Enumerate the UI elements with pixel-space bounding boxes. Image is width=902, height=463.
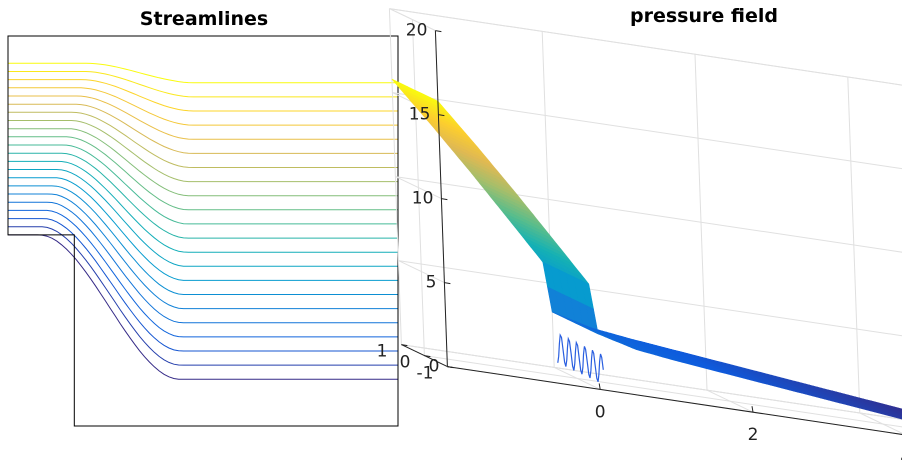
z-tick — [441, 198, 448, 201]
streamlines-subplot: Streamlines — [7, 8, 399, 427]
x-axis-line — [447, 366, 902, 435]
streamline — [8, 120, 398, 183]
x-tick-label: 2 — [748, 425, 759, 445]
grid-line — [388, 8, 402, 345]
streamline — [8, 218, 398, 352]
grid-line — [398, 260, 902, 337]
streamlines-title: Streamlines — [140, 8, 268, 30]
streamline — [8, 201, 398, 324]
streamline-set — [8, 62, 398, 380]
streamline — [8, 177, 398, 281]
y-tick — [401, 344, 408, 347]
streamline — [8, 95, 398, 140]
z-tick-label: 5 — [426, 273, 437, 293]
y-tick — [424, 355, 431, 358]
pressure-grid — [388, 8, 902, 435]
streamline — [8, 128, 398, 197]
streamline — [8, 71, 398, 98]
grid-line — [395, 176, 902, 253]
step-domain-boundary — [7, 35, 399, 427]
step-ridge — [557, 333, 604, 383]
streamline — [8, 226, 398, 366]
y-tick-label: 0 — [400, 353, 411, 373]
x-tick-label: 0 — [595, 402, 606, 422]
streamline — [8, 62, 398, 84]
grid-line — [541, 31, 555, 368]
streamline — [8, 136, 398, 211]
x-tick — [751, 406, 754, 413]
streamline — [8, 193, 398, 310]
z-tick — [438, 114, 445, 117]
grid-line — [447, 366, 902, 435]
streamline — [8, 209, 398, 338]
pressure-axes: 05101520024-101 — [377, 21, 902, 463]
streamline — [8, 103, 398, 154]
z-tick-label: 15 — [409, 105, 431, 125]
grid-line — [401, 344, 902, 420]
grid-line — [392, 92, 902, 170]
y-tick — [447, 366, 454, 369]
streamline — [8, 152, 398, 239]
streamline — [8, 185, 398, 295]
streamline — [8, 234, 398, 380]
z-tick — [444, 282, 451, 285]
pressure-surface — [391, 78, 902, 420]
streamline — [8, 144, 398, 225]
y-tick-label: -1 — [416, 364, 433, 384]
y-tick-label: 1 — [377, 342, 388, 362]
z-tick-label: 20 — [406, 21, 428, 41]
grid-line — [847, 76, 861, 414]
grid-line — [401, 344, 902, 420]
grid-line — [389, 8, 436, 32]
streamline — [8, 169, 398, 267]
streamline — [8, 87, 398, 126]
x-tick-label: 4 — [900, 448, 902, 463]
z-tick-label: 10 — [412, 189, 434, 209]
pressure-subplot: pressure field 05101520024-101 — [377, 5, 902, 463]
z-tick-label: 0 — [429, 357, 440, 377]
grid-line — [694, 54, 708, 391]
x-tick — [598, 383, 601, 390]
grid-line — [411, 19, 425, 356]
streamline — [8, 79, 398, 112]
grid-line — [401, 344, 902, 420]
grid-line — [424, 355, 902, 428]
z-tick — [435, 30, 442, 33]
streamline — [8, 160, 398, 253]
streamline — [8, 111, 398, 168]
pressure-title: pressure field — [630, 5, 778, 27]
grid-line — [389, 8, 902, 86]
